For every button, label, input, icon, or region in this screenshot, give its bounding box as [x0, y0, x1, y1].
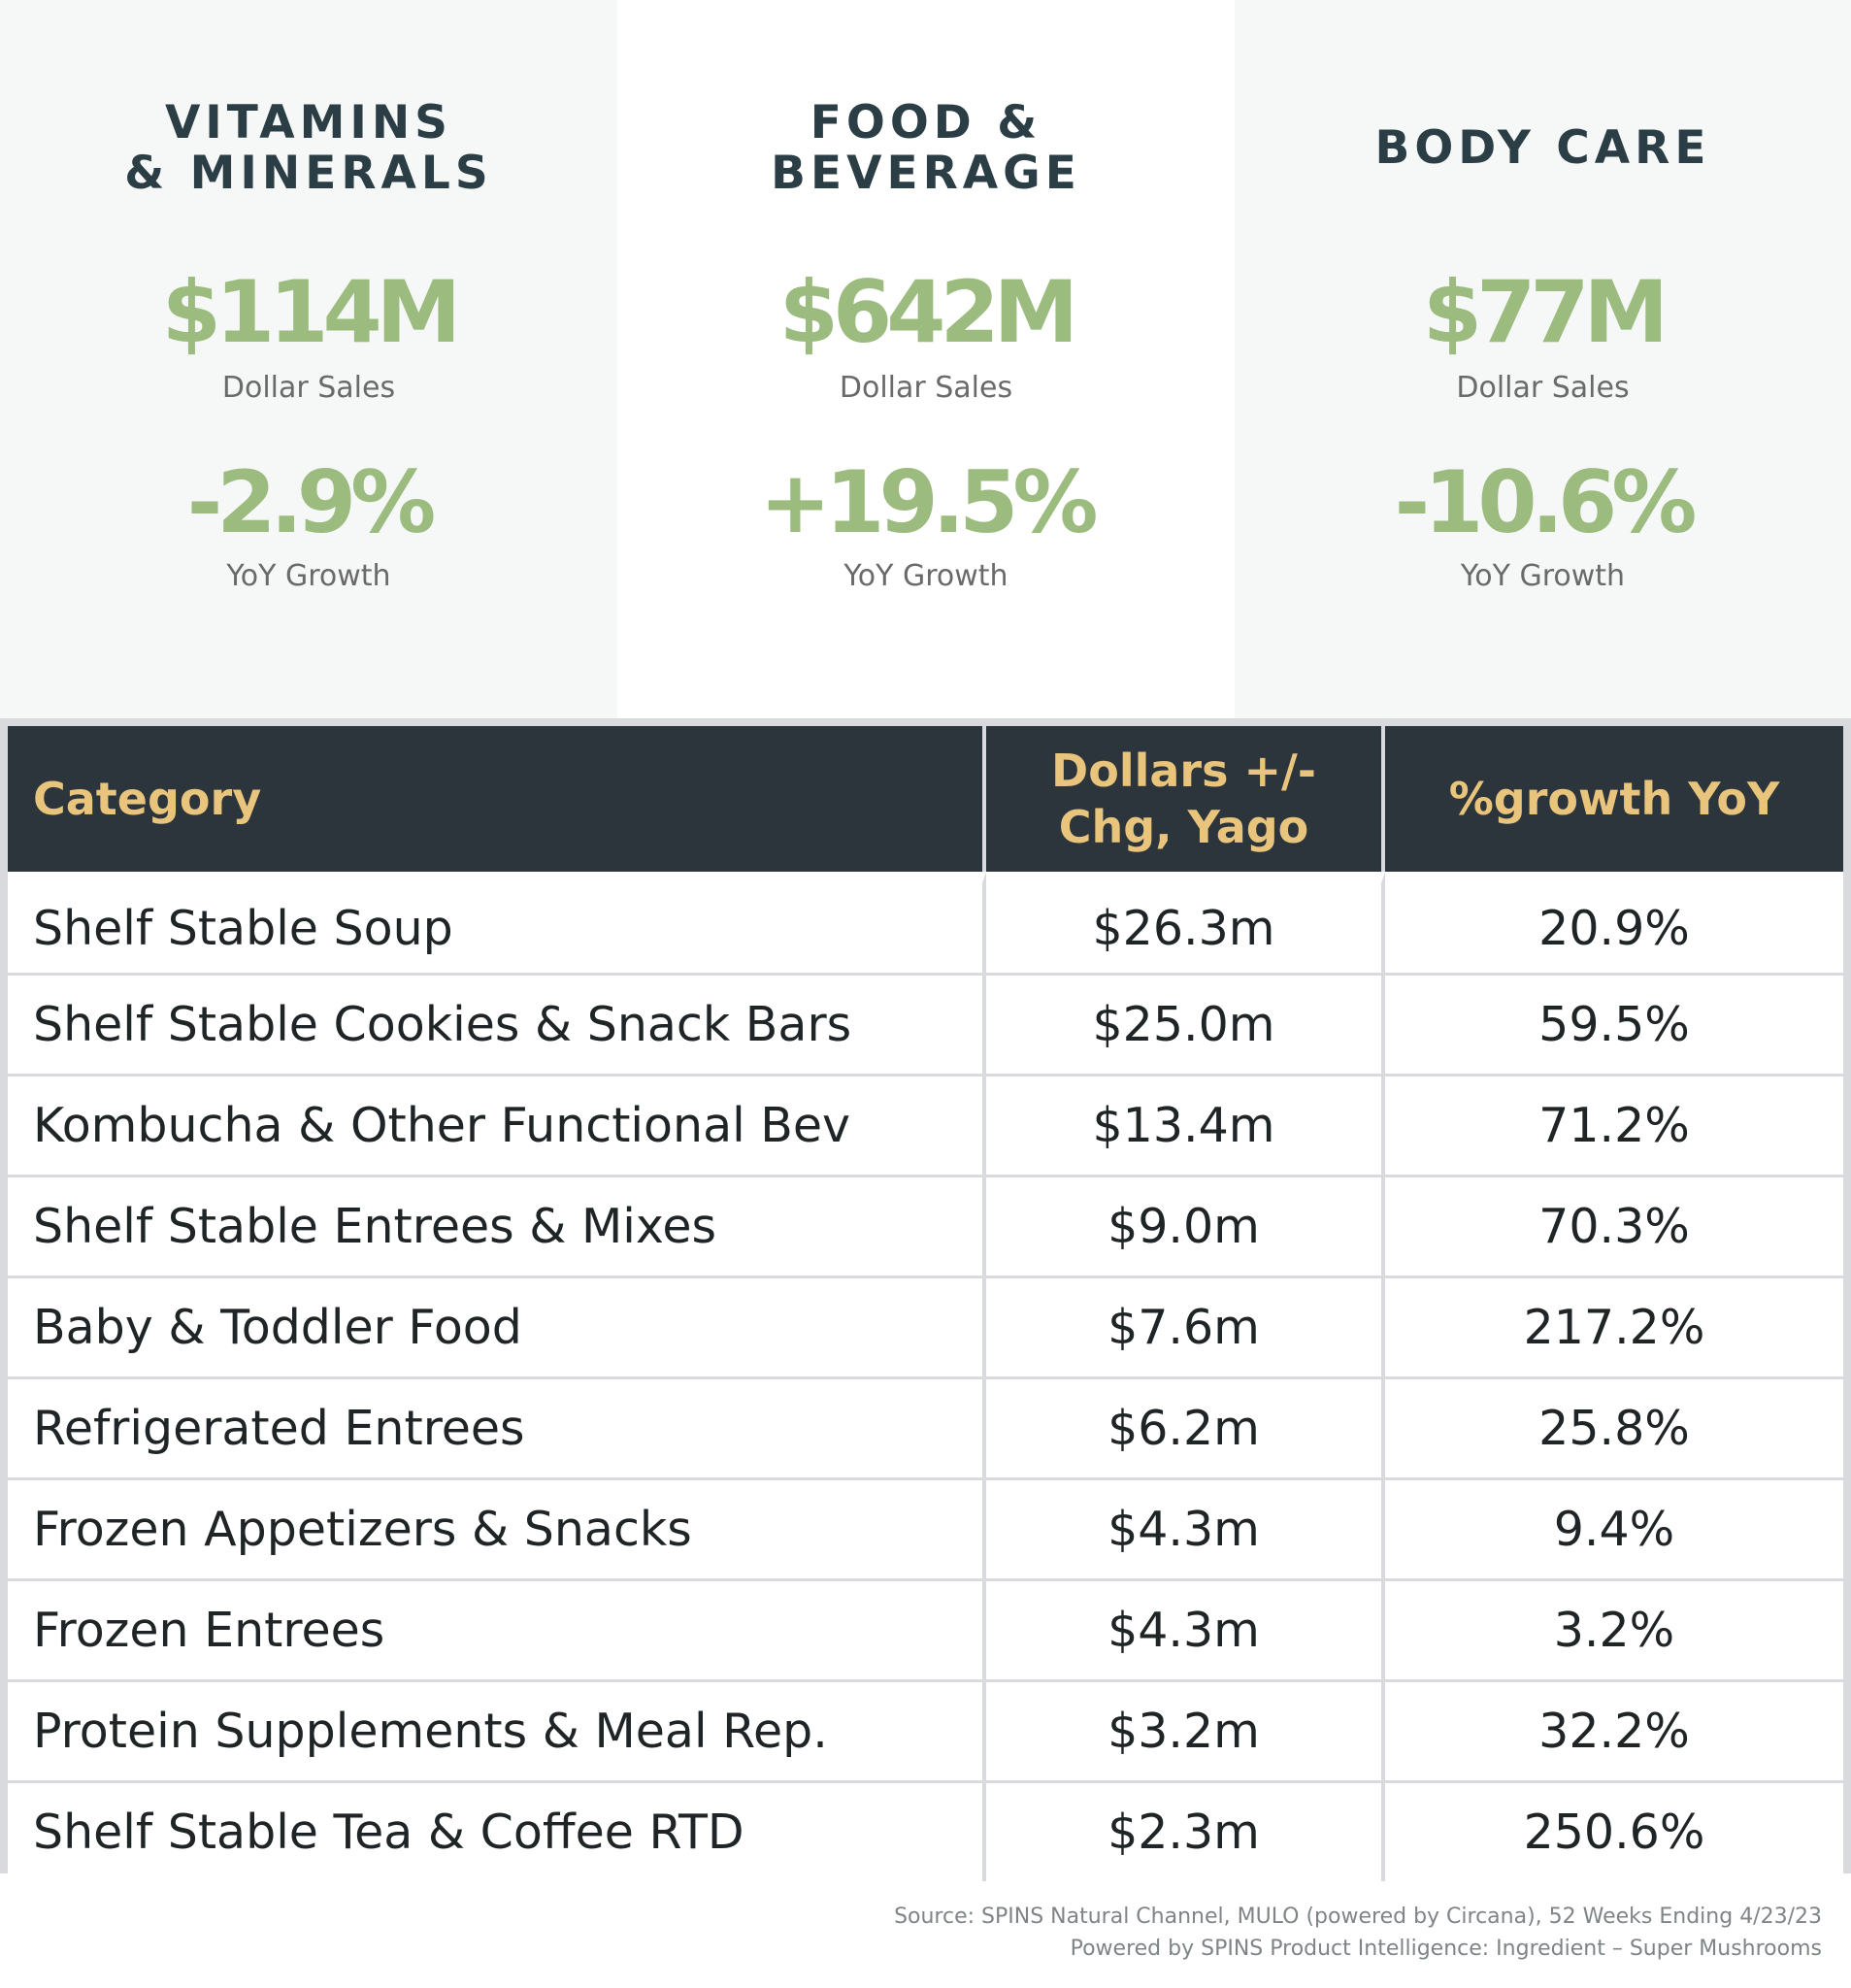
dollar-change-cell: $2.3m: [986, 1780, 1385, 1881]
table-row: Shelf Stable Tea & Coffee RTD $2.3m 250.…: [8, 1780, 1843, 1881]
table-row: Baby & Toddler Food $7.6m 217.2%: [8, 1276, 1843, 1376]
growth-cell: 59.5%: [1385, 973, 1843, 1074]
stat-dollar-sales: $114M: [161, 262, 462, 362]
category-table-container: Category Dollars +/- Chg, Yago %growth Y…: [0, 718, 1851, 1881]
source-line: Source: SPINS Natural Channel, MULO (pow…: [894, 1905, 1822, 1929]
dollar-change-cell: $4.3m: [986, 1477, 1385, 1578]
stat-dollar-sales-label: Dollar Sales: [839, 371, 1013, 405]
dollar-change-cell: $13.4m: [986, 1074, 1385, 1175]
stat-panel-body-care: BODY CARE $77M Dollar Sales -10.6% YoY G…: [1235, 0, 1851, 718]
table-row: Frozen Appetizers & Snacks $4.3m 9.4%: [8, 1477, 1843, 1578]
growth-cell: 250.6%: [1385, 1780, 1843, 1881]
growth-cell: 25.8%: [1385, 1376, 1843, 1477]
category-cell: Shelf Stable Tea & Coffee RTD: [8, 1780, 986, 1881]
stat-title: BODY CARE: [1374, 120, 1711, 175]
table-row: Protein Supplements & Meal Rep. $3.2m 32…: [8, 1679, 1843, 1780]
dollar-change-cell: $26.3m: [986, 872, 1385, 973]
stat-title: VITAMINS & MINERALS: [124, 95, 493, 200]
dollar-change-cell: $25.0m: [986, 973, 1385, 1074]
dollar-change-cell: $4.3m: [986, 1578, 1385, 1679]
stat-yoy-growth: +19.5%: [759, 452, 1098, 552]
table-header-row: Category Dollars +/- Chg, Yago %growth Y…: [8, 726, 1843, 872]
growth-cell: 71.2%: [1385, 1074, 1843, 1175]
category-cell: Protein Supplements & Meal Rep.: [8, 1679, 986, 1780]
stat-dollar-sales-label: Dollar Sales: [221, 371, 396, 405]
dollar-change-cell: $6.2m: [986, 1376, 1385, 1477]
growth-cell: 20.9%: [1385, 872, 1843, 973]
stat-yoy-growth-label: YoY Growth: [226, 559, 391, 593]
category-cell: Frozen Entrees: [8, 1578, 986, 1679]
growth-cell: 9.4%: [1385, 1477, 1843, 1578]
stat-dollar-sales-label: Dollar Sales: [1456, 371, 1630, 405]
stat-yoy-growth: -2.9%: [186, 452, 437, 552]
category-growth-table: Category Dollars +/- Chg, Yago %growth Y…: [8, 726, 1843, 1881]
column-header-growth: %growth YoY: [1385, 726, 1843, 872]
table-row: Frozen Entrees $4.3m 3.2%: [8, 1578, 1843, 1679]
stat-dollar-sales: $77M: [1422, 262, 1669, 362]
table-row: Shelf Stable Entrees & Mixes $9.0m 70.3%: [8, 1175, 1843, 1276]
stat-panel-vitamins-minerals: VITAMINS & MINERALS $114M Dollar Sales -…: [0, 0, 617, 718]
powered-by-line: Powered by SPINS Product Intelligence: I…: [1070, 1937, 1822, 1961]
table-row: Kombucha & Other Functional Bev $13.4m 7…: [8, 1074, 1843, 1175]
dollar-change-cell: $3.2m: [986, 1679, 1385, 1780]
source-note: Source: SPINS Natural Channel, MULO (pow…: [894, 1901, 1822, 1965]
growth-cell: 70.3%: [1385, 1175, 1843, 1276]
stat-yoy-growth-label: YoY Growth: [843, 559, 1008, 593]
dollar-change-cell: $9.0m: [986, 1175, 1385, 1276]
stat-title: FOOD & BEVERAGE: [771, 95, 1081, 200]
dollar-change-cell: $7.6m: [986, 1276, 1385, 1376]
category-cell: Baby & Toddler Food: [8, 1276, 986, 1376]
category-cell: Shelf Stable Soup: [8, 872, 986, 973]
table-row: Shelf Stable Soup $26.3m 20.9%: [8, 872, 1843, 973]
table-row: Refrigerated Entrees $6.2m 25.8%: [8, 1376, 1843, 1477]
column-header-dollar-change: Dollars +/- Chg, Yago: [986, 726, 1385, 872]
stat-yoy-growth-label: YoY Growth: [1460, 559, 1626, 593]
stat-panel-food-beverage: FOOD & BEVERAGE $642M Dollar Sales +19.5…: [617, 0, 1235, 718]
growth-cell: 32.2%: [1385, 1679, 1843, 1780]
category-cell: Shelf Stable Entrees & Mixes: [8, 1175, 986, 1276]
category-cell: Refrigerated Entrees: [8, 1376, 986, 1477]
category-stats: VITAMINS & MINERALS $114M Dollar Sales -…: [0, 0, 1851, 718]
column-header-category: Category: [8, 726, 986, 872]
stat-dollar-sales: $642M: [778, 262, 1079, 362]
category-cell: Shelf Stable Cookies & Snack Bars: [8, 973, 986, 1074]
category-cell: Frozen Appetizers & Snacks: [8, 1477, 986, 1578]
category-cell: Kombucha & Other Functional Bev: [8, 1074, 986, 1175]
growth-cell: 3.2%: [1385, 1578, 1843, 1679]
stat-yoy-growth: -10.6%: [1394, 452, 1698, 552]
table-row: Shelf Stable Cookies & Snack Bars $25.0m…: [8, 973, 1843, 1074]
growth-cell: 217.2%: [1385, 1276, 1843, 1376]
